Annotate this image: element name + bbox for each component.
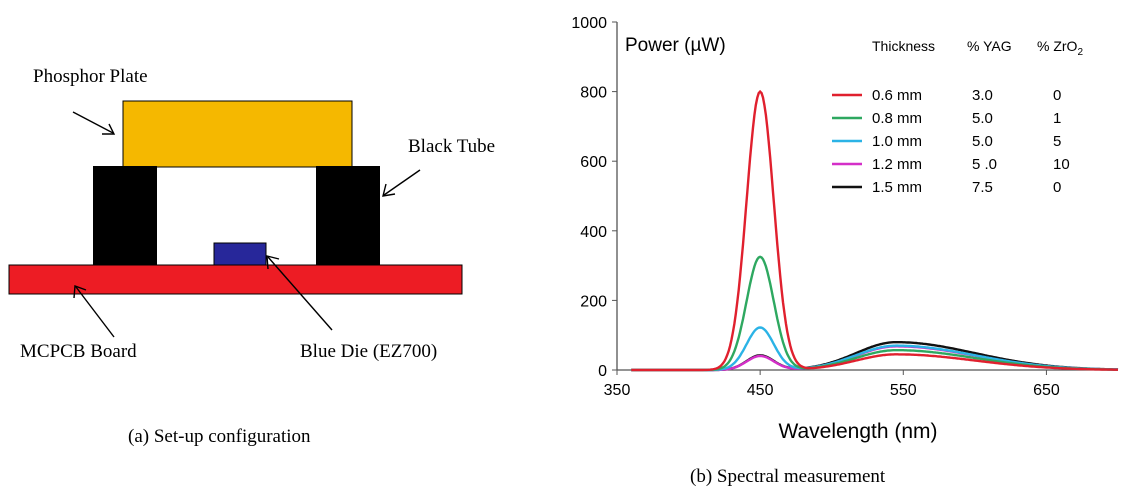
- phosphor-plate-arrowhead: [102, 123, 116, 135]
- leader-arrows: [72, 111, 421, 338]
- series-line-0-6-mm: [631, 89, 1118, 372]
- series-line-1-0-mm: [631, 326, 1118, 372]
- caption-b: (b) Spectral measurement: [690, 466, 886, 487]
- x-tick-label: 450: [747, 382, 774, 399]
- black-tube-left-wall: [93, 166, 157, 265]
- y-tick-label: 1000: [571, 15, 607, 32]
- y-tick-label: 800: [580, 85, 607, 102]
- y-tick-label: 200: [580, 293, 607, 310]
- blue-die-arrowhead: [266, 255, 280, 270]
- chart-x-axis-label: Wavelength (nm): [778, 420, 937, 443]
- y-tick-label: 0: [598, 363, 607, 380]
- chart-axes: [612, 21, 1118, 375]
- blue-die-label: Blue Die (EZ700): [300, 341, 437, 362]
- mcpcb-board-arrowhead: [73, 285, 87, 299]
- legend-zro2: 0: [1053, 87, 1061, 104]
- legend-thickness: 1.5 mm: [872, 179, 922, 196]
- mcpcb-board-label: MCPCB Board: [20, 341, 137, 362]
- x-tick-label: 550: [890, 382, 917, 399]
- legend-thickness: 1.0 mm: [872, 133, 922, 150]
- legend-yag: 3.0: [972, 87, 993, 104]
- phosphor-plate-arrow: [72, 111, 114, 134]
- legend-row: 0.8 mm 5.0 1: [832, 110, 1061, 127]
- legend-row: 1.0 mm 5.0 5: [832, 133, 1061, 150]
- x-tick-label: 350: [604, 382, 631, 399]
- legend-yag: 7.5: [972, 179, 993, 196]
- black-tube-arrowhead: [382, 183, 396, 197]
- legend-thickness: 0.6 mm: [872, 87, 922, 104]
- legend-yag: 5 .0: [972, 156, 997, 173]
- mcpcb-board-shape: [8, 264, 463, 295]
- legend: Thickness % YAG % ZrO2 0.6 mm 3.0 0 0.8 mm 5…: [832, 38, 1083, 196]
- legend-thickness: 0.8 mm: [872, 110, 922, 127]
- chart-series: [631, 89, 1119, 372]
- legend-zro2: 0: [1053, 179, 1061, 196]
- legend-zro2: 1: [1053, 110, 1061, 127]
- phosphor-plate-label: Phosphor Plate: [33, 66, 148, 87]
- mcpcb-board-arrow: [75, 286, 115, 338]
- blue-die-shape: [213, 242, 267, 266]
- legend-yag: 5.0: [972, 110, 993, 127]
- legend-rows: 0.6 mm 3.0 0 0.8 mm 5.0 1 1.0 mm 5.0 5 1.2 mm 5 .0…: [832, 87, 1070, 196]
- chart-tick-labels: 0 200 400 600 800 1000 350 450 550 650: [571, 15, 1059, 399]
- legend-row: 0.6 mm 3.0 0: [832, 87, 1061, 104]
- legend-row: 1.5 mm 7.5 0: [832, 179, 1061, 196]
- legend-zro2: 5: [1053, 133, 1061, 150]
- black-tube-label: Black Tube: [408, 136, 495, 157]
- chart-title: Power (µW): [625, 35, 726, 56]
- legend-yag: 5.0: [972, 133, 993, 150]
- legend-zro2: 10: [1053, 156, 1070, 173]
- legend-header-zro2: % ZrO2: [1037, 38, 1083, 58]
- setup-diagram: Phosphor Plate Black Tube MCPCB Board Bl…: [8, 66, 495, 447]
- black-tube-arrow: [383, 169, 421, 196]
- series-line-0-8-mm: [631, 255, 1118, 372]
- legend-header-zro2-base: % ZrO: [1037, 38, 1078, 54]
- y-tick-label: 400: [580, 224, 607, 241]
- blue-die-arrow: [267, 256, 333, 331]
- legend-header-yag: % YAG: [967, 38, 1012, 54]
- phosphor-plate-shape: [122, 100, 353, 168]
- legend-row: 1.2 mm 5 .0 10: [832, 156, 1070, 173]
- y-tick-label: 600: [580, 154, 607, 171]
- black-tube-right-wall: [316, 166, 380, 265]
- legend-header-zro2-sub: 2: [1077, 47, 1083, 58]
- legend-header-thickness: Thickness: [872, 38, 935, 54]
- caption-a: (a) Set-up configuration: [128, 426, 311, 447]
- legend-thickness: 1.2 mm: [872, 156, 922, 173]
- x-tick-label: 650: [1033, 382, 1060, 399]
